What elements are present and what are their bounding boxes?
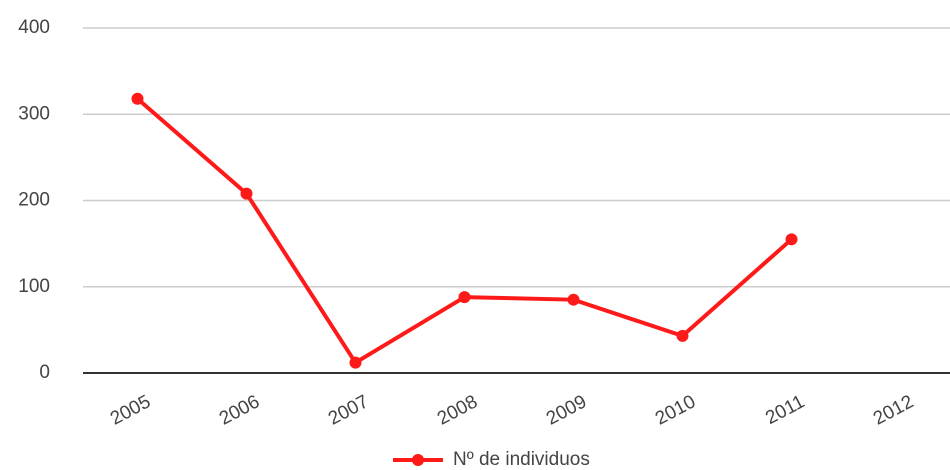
legend-label: Nº de individuos [453,449,590,470]
data-point [131,92,144,105]
x-tick-label: 2008 [434,391,481,429]
x-tick-label: 2005 [107,391,154,429]
x-tick-label: 2007 [325,391,372,429]
data-point [349,356,362,369]
data-point [676,329,689,342]
data-point [458,291,471,304]
y-tick-label: 200 [18,190,50,211]
x-tick-label: 2010 [652,391,699,429]
x-tick-label: 2011 [762,391,808,429]
y-tick-label: 0 [39,362,50,383]
y-tick-label: 300 [18,103,50,124]
x-tick-label: 2006 [216,391,263,429]
y-tick-label: 100 [18,276,50,297]
x-tick-label: 2009 [543,391,590,429]
data-point [567,293,580,306]
legend-marker [412,454,424,466]
x-tick-label: 2012 [870,391,917,429]
data-point [240,187,253,200]
data-point [785,233,798,246]
series-line [136,97,793,366]
y-tick-label: 400 [18,17,50,38]
